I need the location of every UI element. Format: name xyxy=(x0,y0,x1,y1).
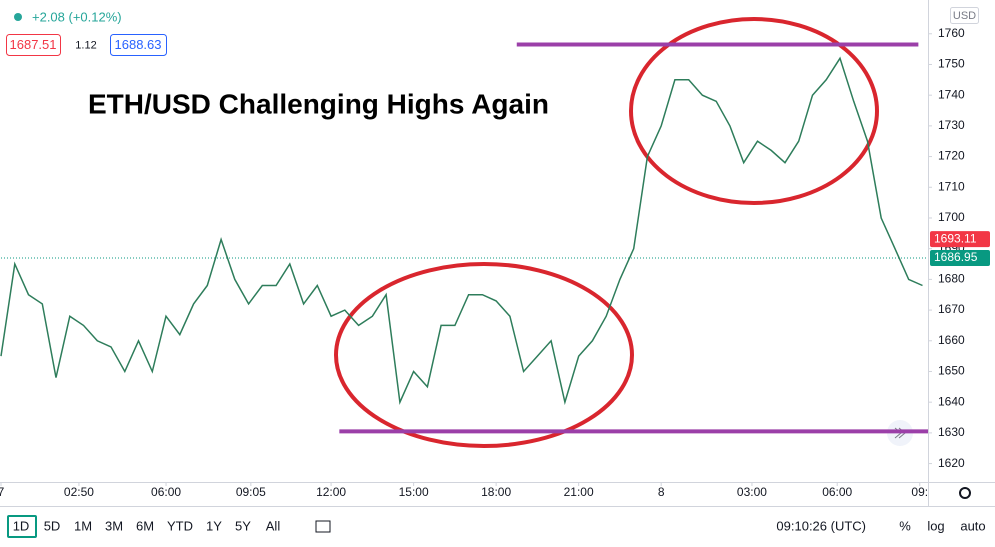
y-tick-label: 1720 xyxy=(938,149,965,163)
settings-icon[interactable] xyxy=(959,487,971,499)
range-button[interactable]: 1D xyxy=(13,518,30,533)
x-tick-label: 09:05 xyxy=(236,485,266,499)
range-button[interactable]: 6M xyxy=(136,518,154,533)
y-tick-label: 1650 xyxy=(938,364,965,378)
y-tick-label: 1750 xyxy=(938,57,965,71)
ask-box[interactable] xyxy=(110,34,167,56)
price-label-box xyxy=(930,250,990,267)
y-tick-label: 1660 xyxy=(938,333,965,347)
chart-title: ETH/USD Challenging Highs Again xyxy=(88,88,549,119)
x-tick-label: 15:00 xyxy=(399,485,429,499)
price-label: 1686.95 xyxy=(934,250,978,264)
y-tick-label: 1700 xyxy=(938,210,965,224)
x-tick-label: 21:00 xyxy=(564,485,594,499)
ellipse-drawing xyxy=(629,17,879,205)
currency-box[interactable] xyxy=(950,7,979,24)
spread: 1.12 xyxy=(75,39,96,51)
change: +2.08 (+0.12%) xyxy=(32,9,122,24)
bid-box[interactable] xyxy=(6,34,61,56)
range-button[interactable]: 5D xyxy=(44,518,61,533)
x-tick-label: 12:00 xyxy=(316,485,346,499)
y-tick-label: 1670 xyxy=(938,302,965,316)
y-tick-label: 1710 xyxy=(938,179,965,193)
ask[interactable]: 1688.63 xyxy=(115,37,162,52)
bid[interactable]: 1687.51 xyxy=(10,37,57,52)
scale-option[interactable]: % xyxy=(899,518,911,533)
range-button[interactable]: 1Y xyxy=(206,518,222,533)
x-tick-label: 03:00 xyxy=(737,485,767,499)
price-label: 1693.11 xyxy=(934,231,977,245)
y-tick-label: 1620 xyxy=(938,456,965,470)
status-dot xyxy=(14,13,22,21)
y-tick-label: 1760 xyxy=(938,26,965,40)
x-tick-label: 06:00 xyxy=(151,485,181,499)
range-button[interactable]: YTD xyxy=(167,518,193,533)
x-tick-label: 02:50 xyxy=(64,485,94,499)
currency[interactable]: USD xyxy=(953,10,976,22)
y-tick-label: 1680 xyxy=(938,272,965,286)
clock[interactable]: 09:10:26 (UTC) xyxy=(776,518,866,533)
range-button[interactable]: 3M xyxy=(105,518,123,533)
y-tick-label: 1630 xyxy=(938,425,965,439)
price-label-box xyxy=(930,231,990,248)
y-tick-label: 1740 xyxy=(938,87,965,101)
range-button[interactable]: 5Y xyxy=(235,518,251,533)
price-line xyxy=(0,56,923,406)
range-button[interactable]: All xyxy=(266,518,281,533)
range-button[interactable]: 1M xyxy=(74,518,92,533)
x-tick-label: 7 xyxy=(0,485,5,499)
x-tick-label: 09: xyxy=(911,485,928,499)
y-tick-label: 1730 xyxy=(938,118,965,132)
x-tick-label: 06:00 xyxy=(822,485,852,499)
range-selected[interactable] xyxy=(7,515,37,538)
y-tick-label: 1640 xyxy=(938,394,965,408)
x-tick-label: 18:00 xyxy=(481,485,511,499)
scale-option[interactable]: log xyxy=(927,518,944,533)
scale-option[interactable]: auto xyxy=(960,518,985,533)
ellipse-drawing xyxy=(334,262,634,448)
compare-icon[interactable] xyxy=(315,520,331,533)
x-tick-label: 8 xyxy=(658,485,665,499)
